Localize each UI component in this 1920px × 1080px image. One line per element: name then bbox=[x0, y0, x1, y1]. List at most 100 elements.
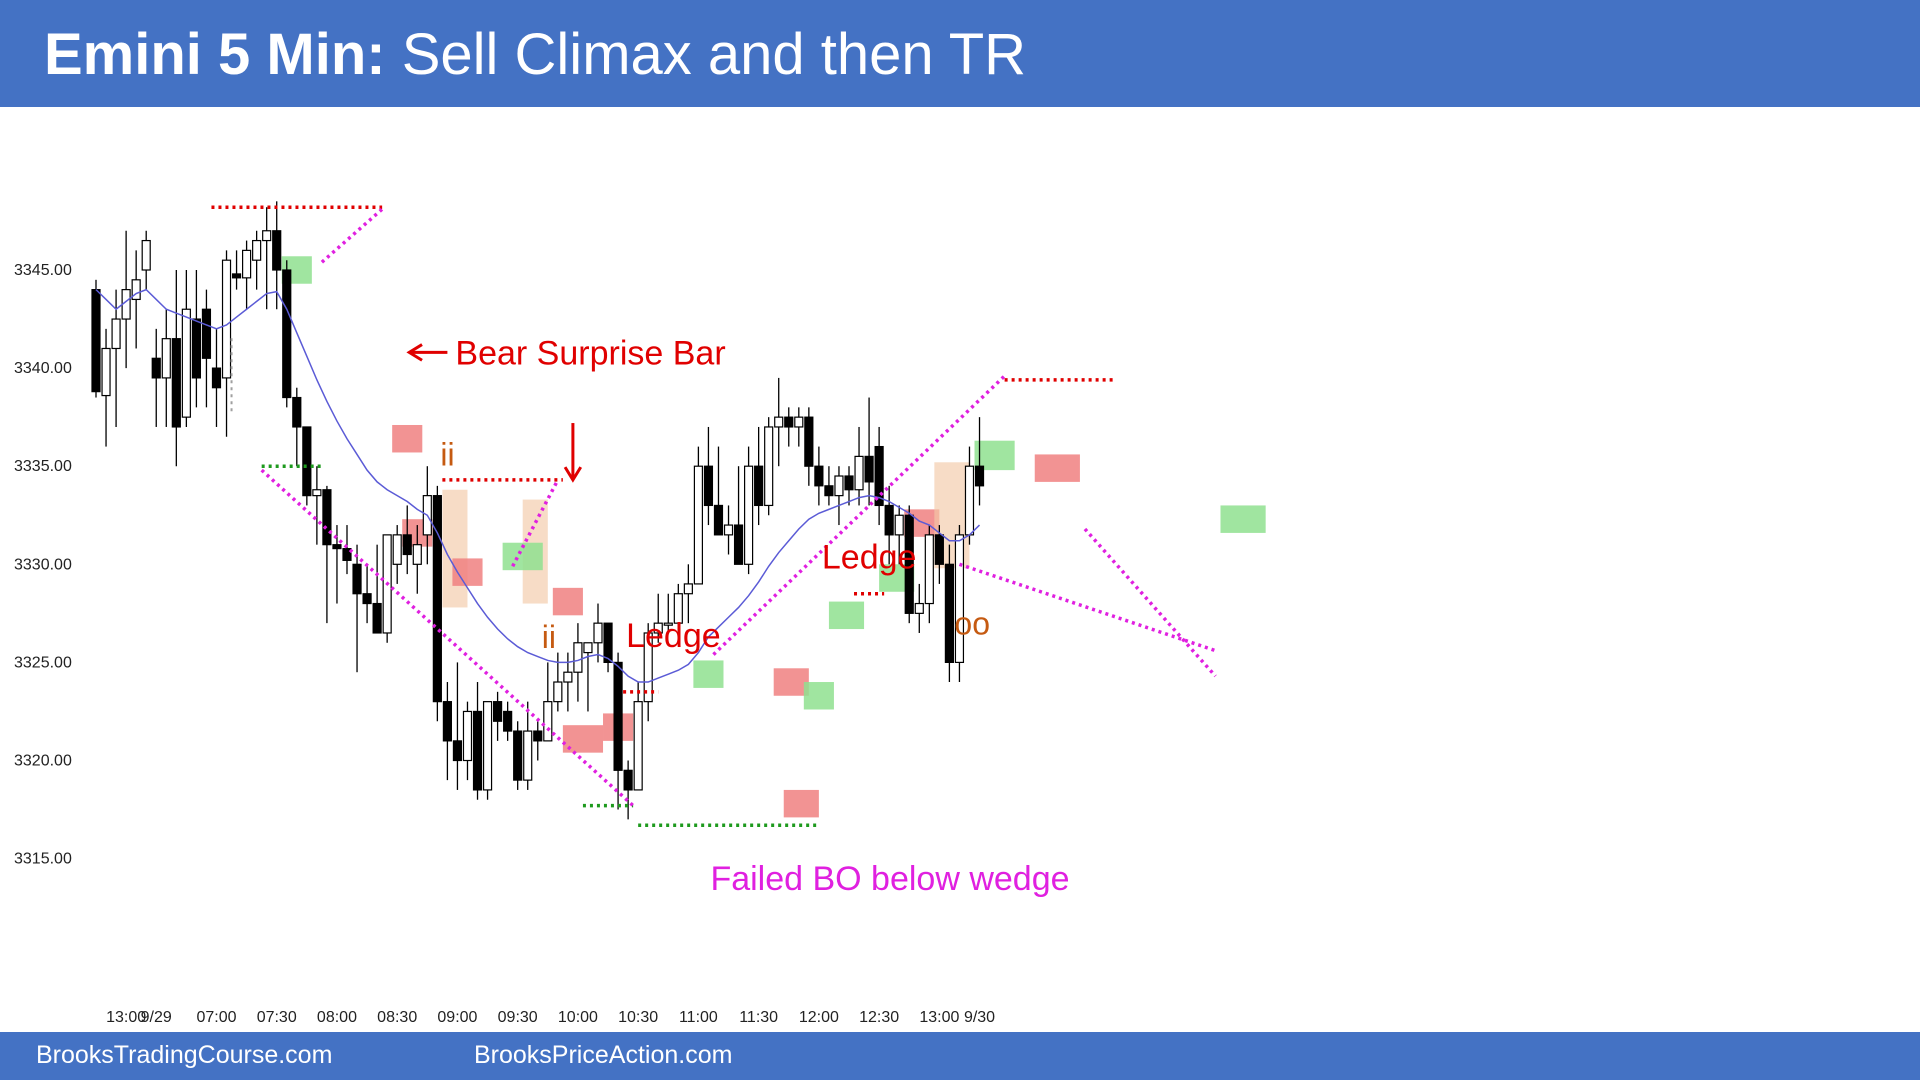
x-tick-label: 08:00 bbox=[317, 1009, 357, 1026]
candle-bear bbox=[703, 465, 714, 507]
y-tick-label: 3340.00 bbox=[14, 360, 72, 377]
candle-bear bbox=[974, 465, 985, 487]
title-bold: Emini 5 Min: bbox=[44, 22, 386, 87]
shaded-box-bull bbox=[803, 682, 834, 710]
candle-bull bbox=[262, 230, 272, 242]
candle-bear bbox=[211, 367, 222, 389]
candle-bull bbox=[854, 455, 864, 491]
x-tick-label: 13:00 bbox=[106, 1009, 146, 1026]
x-tick-label: 10:30 bbox=[618, 1009, 658, 1026]
y-tick-label: 3330.00 bbox=[14, 556, 72, 573]
title-rest: Sell Climax and then TR bbox=[401, 22, 1027, 87]
chart-annotation: Ledge bbox=[822, 538, 917, 576]
shaded-box-bull bbox=[974, 440, 1015, 471]
y-tick-label: 3345.00 bbox=[14, 262, 72, 279]
candle-bull bbox=[131, 279, 141, 301]
x-tick-label: 09:30 bbox=[498, 1009, 538, 1026]
candle-bull bbox=[412, 544, 422, 565]
candle-bear bbox=[442, 701, 452, 742]
candle-bull bbox=[663, 622, 673, 626]
candle-bear bbox=[864, 455, 874, 483]
candle-bull bbox=[764, 426, 774, 507]
arrow-head bbox=[406, 343, 423, 362]
candle-bull bbox=[723, 524, 734, 536]
candle-bear bbox=[282, 269, 292, 399]
candle-bear bbox=[352, 563, 362, 595]
candle-bear bbox=[402, 534, 412, 556]
y-tick-label: 3325.00 bbox=[14, 654, 72, 671]
footer-banner: BrooksTradingCourse.com BrooksPriceActio… bbox=[0, 1032, 1920, 1080]
x-tick-label: 07:30 bbox=[257, 1009, 297, 1026]
ema-line bbox=[95, 288, 981, 683]
candle-bear bbox=[191, 318, 201, 379]
dotted-line-magenta bbox=[1083, 527, 1217, 678]
arrow-head bbox=[563, 466, 583, 483]
candle-bear bbox=[302, 426, 312, 497]
x-tick-label: 11:30 bbox=[739, 1009, 778, 1026]
candle-bear bbox=[874, 445, 884, 507]
x-tick-label: 13:00 bbox=[919, 1009, 959, 1026]
chart-annotation: ii bbox=[542, 619, 556, 655]
candle-bear bbox=[292, 396, 302, 428]
footer-left-link[interactable]: BrooksTradingCourse.com bbox=[36, 1041, 333, 1069]
candle-bear bbox=[472, 710, 483, 791]
x-tick-label: 07:00 bbox=[196, 1009, 236, 1026]
candle-bear bbox=[884, 504, 894, 536]
x-tick-label: 10:00 bbox=[558, 1009, 598, 1026]
shaded-box-bull bbox=[693, 660, 724, 688]
chart-annotation: Bear Surprise Bar bbox=[455, 334, 725, 372]
candle-bear bbox=[733, 524, 744, 565]
candle-bear bbox=[804, 416, 814, 467]
shaded-box-bear bbox=[773, 668, 809, 696]
candle-bull bbox=[543, 701, 553, 742]
candle-bull bbox=[563, 671, 573, 683]
candle-bull bbox=[101, 347, 111, 397]
dotted-line-magenta bbox=[511, 479, 560, 568]
dotted-line-magenta bbox=[958, 562, 1217, 653]
x-tick-label: 08:30 bbox=[377, 1009, 417, 1026]
page-title: Emini 5 Min: Sell Climax and then TR bbox=[44, 20, 1026, 90]
candle-bear bbox=[613, 661, 623, 771]
candle-bull bbox=[392, 534, 402, 565]
candle-bull bbox=[954, 534, 965, 663]
candle-bull bbox=[482, 701, 493, 791]
candle-bull bbox=[693, 465, 704, 585]
x-tick-label: 9/29 bbox=[141, 1009, 172, 1026]
candle-bull bbox=[583, 642, 593, 654]
candle-bear bbox=[533, 730, 543, 742]
candle-bull bbox=[834, 475, 844, 497]
shaded-box-bear bbox=[392, 424, 423, 453]
candle-bull bbox=[312, 489, 322, 497]
candle-bull bbox=[794, 416, 804, 428]
candle-bull bbox=[673, 593, 683, 624]
candle-bull bbox=[111, 318, 121, 350]
candle-bull bbox=[221, 259, 232, 379]
candle-bear bbox=[713, 504, 724, 536]
chart-annotation: oo bbox=[954, 605, 990, 641]
chart-annotation: Failed BO below wedge bbox=[710, 860, 1069, 898]
candle-bear bbox=[332, 544, 342, 550]
y-tick-label: 3335.00 bbox=[14, 458, 72, 475]
candle-bull bbox=[774, 416, 784, 428]
candle-bull bbox=[643, 632, 653, 703]
candle-bull bbox=[633, 701, 643, 791]
x-tick-label: 9/30 bbox=[964, 1009, 995, 1026]
x-tick-label: 11:00 bbox=[679, 1009, 718, 1026]
candle-bear bbox=[824, 485, 834, 497]
y-tick-label: 3320.00 bbox=[14, 753, 72, 770]
candle-bull bbox=[252, 239, 262, 261]
candle-bear bbox=[231, 273, 242, 279]
candle-bull bbox=[683, 583, 693, 595]
footer-right-link[interactable]: BrooksPriceAction.com bbox=[474, 1041, 733, 1069]
candle-bear bbox=[91, 289, 101, 393]
candle-bull bbox=[181, 308, 191, 418]
candle-bear bbox=[151, 357, 161, 379]
candle-bull bbox=[593, 622, 603, 644]
candle-bear bbox=[452, 740, 463, 762]
candle-bull bbox=[924, 534, 934, 605]
candle-bear bbox=[493, 701, 503, 722]
x-tick-label: 09:00 bbox=[437, 1009, 477, 1026]
candle-bear bbox=[844, 475, 854, 491]
shaded-box-bull bbox=[828, 601, 865, 630]
candle-bull bbox=[161, 338, 171, 379]
